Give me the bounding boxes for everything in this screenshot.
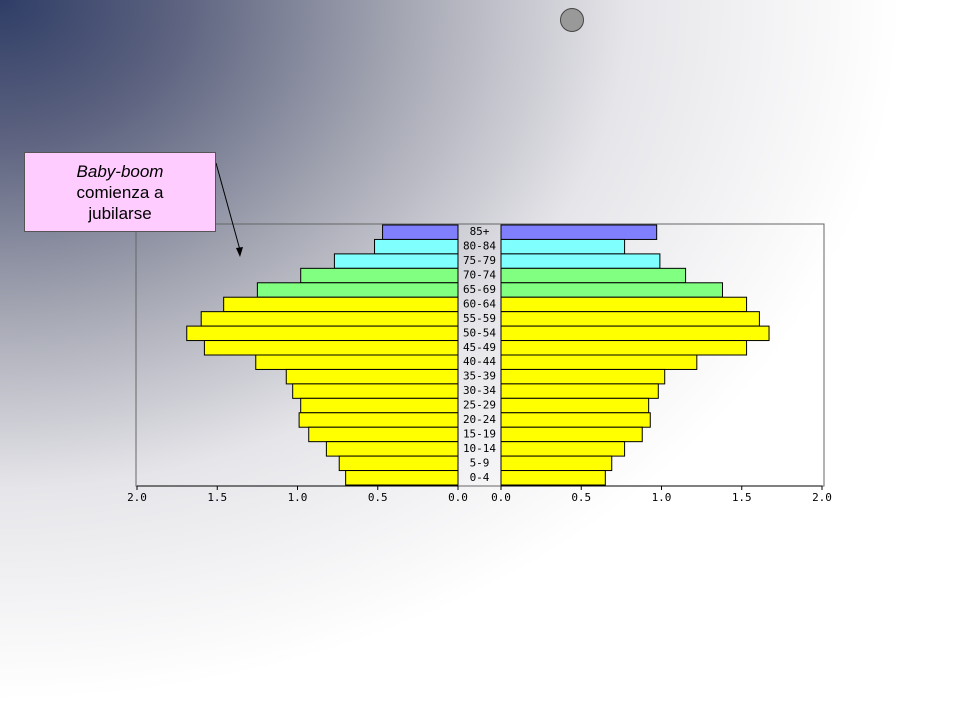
age-label: 10-14 bbox=[463, 442, 496, 455]
x-tick-label: 1.5 bbox=[207, 491, 227, 504]
bar bbox=[500, 441, 626, 457]
bar bbox=[500, 412, 651, 428]
bar bbox=[338, 455, 459, 472]
bar bbox=[300, 397, 459, 414]
bar bbox=[382, 224, 459, 240]
bar bbox=[345, 470, 459, 486]
x-tick-label: 0.5 bbox=[368, 491, 388, 504]
bar bbox=[500, 354, 698, 370]
x-tick-label: 2.0 bbox=[127, 491, 147, 504]
annotation-arrowhead bbox=[236, 247, 243, 257]
age-label: 35-39 bbox=[463, 370, 496, 383]
age-label: 0-4 bbox=[470, 471, 490, 484]
x-tick-label: 1.0 bbox=[288, 491, 308, 504]
bar bbox=[374, 238, 459, 255]
annotation-box: Baby-boom comienza a jubilarse bbox=[24, 152, 216, 232]
age-label: 80-84 bbox=[463, 240, 496, 253]
annotation-text: comienza a jubilarse bbox=[76, 182, 164, 223]
bar bbox=[500, 253, 661, 269]
age-label: 55-59 bbox=[463, 312, 496, 325]
x-tick-label: 0.0 bbox=[491, 491, 511, 504]
x-tick-label: 1.5 bbox=[732, 491, 752, 504]
bar bbox=[500, 340, 748, 356]
bar bbox=[223, 296, 459, 313]
x-tick-label: 0.0 bbox=[448, 491, 468, 504]
bar bbox=[500, 470, 606, 486]
age-label: 60-64 bbox=[463, 297, 496, 310]
x-tick-label: 2.0 bbox=[812, 491, 832, 504]
bar bbox=[203, 340, 459, 356]
annotation-arrow bbox=[215, 162, 241, 251]
bar bbox=[500, 311, 760, 327]
bar bbox=[500, 455, 613, 472]
bar bbox=[500, 383, 659, 399]
age-label: 30-34 bbox=[463, 384, 496, 397]
bar bbox=[500, 282, 723, 298]
bar bbox=[256, 282, 459, 298]
bar bbox=[292, 383, 459, 399]
bar bbox=[500, 224, 658, 240]
age-label: 50-54 bbox=[463, 326, 496, 339]
bar bbox=[285, 368, 459, 385]
decor-circle bbox=[560, 8, 584, 32]
age-label: 75-79 bbox=[463, 254, 496, 267]
age-label: 45-49 bbox=[463, 341, 496, 354]
age-label: 65-69 bbox=[463, 283, 496, 296]
bar bbox=[500, 325, 770, 342]
bar bbox=[333, 253, 459, 269]
age-label: 15-19 bbox=[463, 427, 496, 440]
bar bbox=[308, 426, 459, 443]
bar bbox=[500, 296, 748, 313]
bar bbox=[186, 325, 459, 342]
bar bbox=[500, 368, 666, 385]
bar bbox=[298, 412, 459, 428]
bar bbox=[255, 354, 459, 370]
x-tick-label: 0.5 bbox=[571, 491, 591, 504]
bar bbox=[300, 267, 459, 284]
age-label: 70-74 bbox=[463, 269, 496, 282]
annotation-emphasis: Baby-boom bbox=[76, 161, 164, 181]
age-label: 25-29 bbox=[463, 399, 496, 412]
bar bbox=[500, 397, 650, 414]
x-tick-label: 1.0 bbox=[652, 491, 672, 504]
age-label: 85+ bbox=[470, 225, 490, 238]
bar bbox=[325, 441, 459, 457]
age-label: 40-44 bbox=[463, 355, 496, 368]
bar bbox=[200, 311, 459, 327]
plot-frame bbox=[135, 223, 825, 487]
age-label: 5-9 bbox=[470, 456, 490, 469]
bar bbox=[500, 238, 626, 255]
age-label: 20-24 bbox=[463, 413, 496, 426]
bar bbox=[500, 267, 687, 284]
bar bbox=[500, 426, 643, 443]
